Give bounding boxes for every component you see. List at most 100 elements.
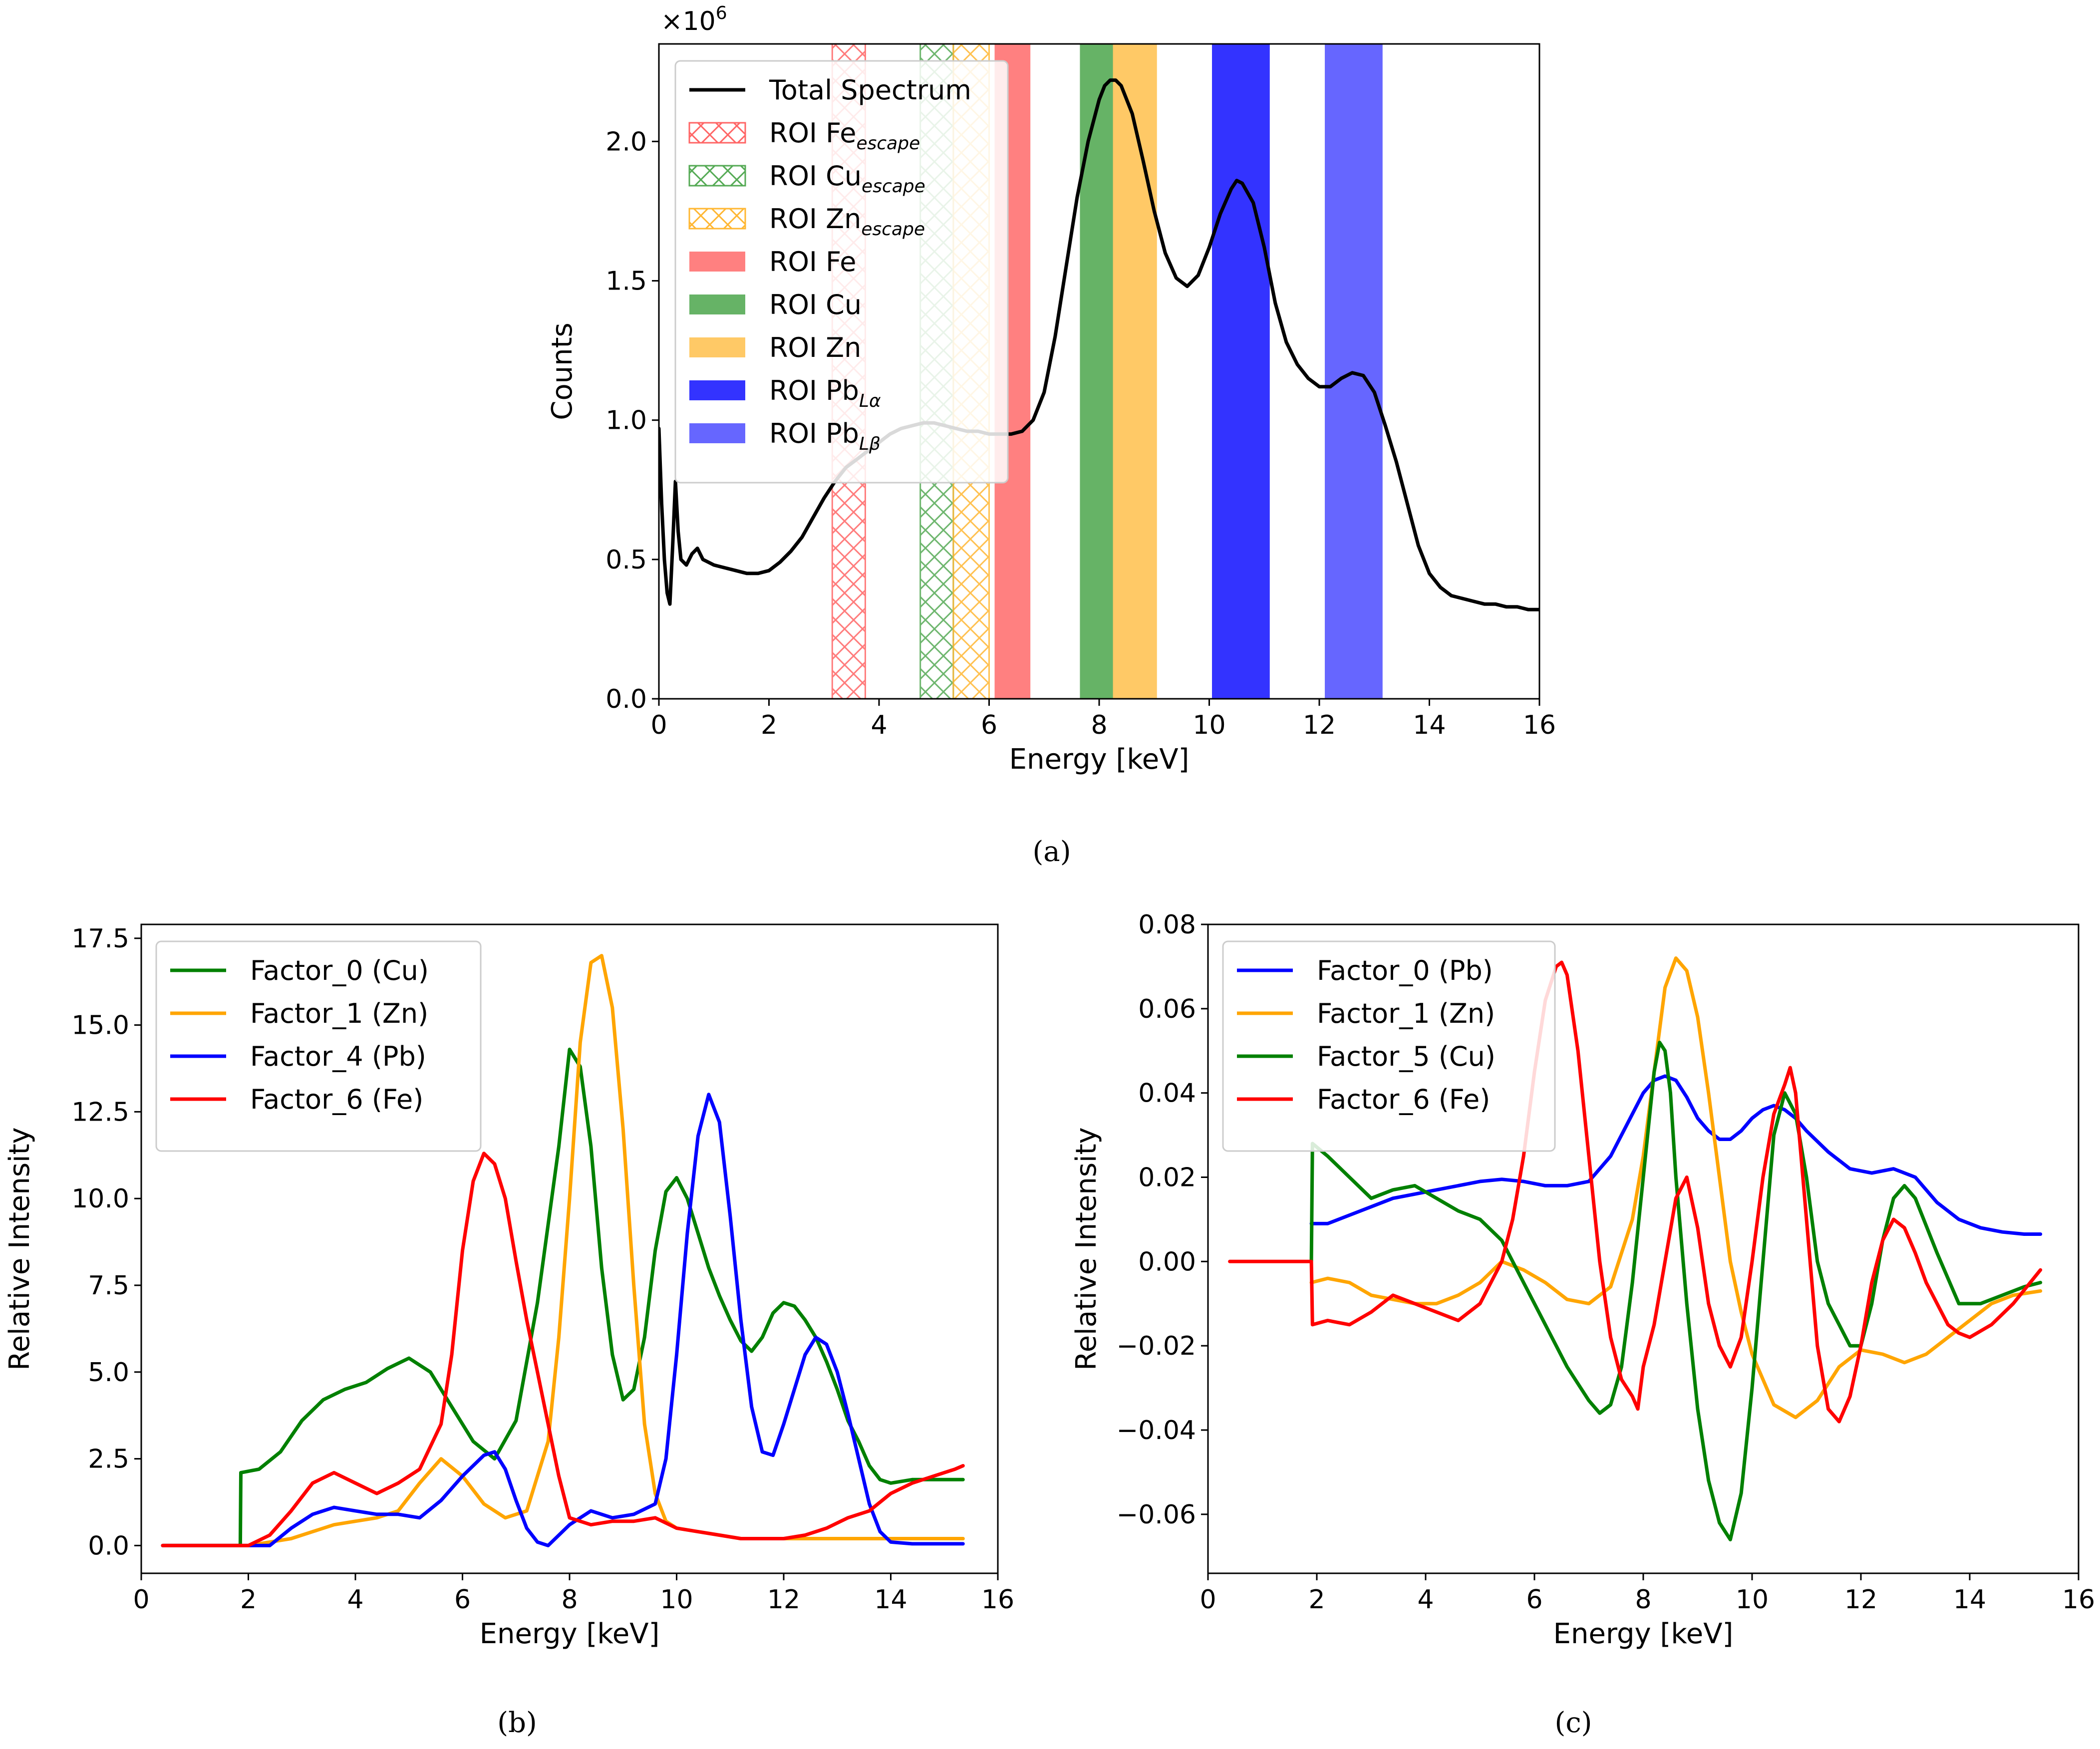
x-tick-label: 14: [1953, 1585, 1986, 1615]
y-tick-label: 0.04: [1138, 1079, 1196, 1109]
panel-label-b: (b): [497, 1707, 537, 1739]
legend-swatch-roi-fe: [689, 252, 745, 272]
x-tick-label: 14: [874, 1585, 907, 1615]
y-tick-label: 2.0: [605, 127, 647, 157]
y-axis-label: Relative Intensity: [3, 1127, 36, 1370]
y-tick-label: 15.0: [71, 1011, 129, 1041]
chart-a: 0 2 4 6 8 10 12 14 16 0.0 0.5 1.0 1.5 2.0 Energy [keV]…: [546, 3, 1556, 868]
legend-label-roi-pb-l: ROI PbLβ: [769, 418, 881, 454]
series-lines-a: [659, 78, 1539, 611]
legend-label-roi-cu: ROI Cu: [769, 289, 862, 320]
x-tick-label: 10: [1736, 1585, 1769, 1615]
x-tick-label: 4: [871, 710, 887, 740]
roi-band-roi-zn: [1113, 44, 1157, 699]
legend-label-main: ROI Cu: [769, 289, 862, 320]
x-tick-label: 14: [1413, 710, 1446, 740]
legend-label-factor-0-pb: Factor_0 (Pb): [1317, 955, 1493, 986]
x-tick-label: 10: [660, 1585, 693, 1615]
y-tick-label: 7.5: [88, 1271, 129, 1301]
y-tick-label: 5.0: [88, 1358, 129, 1388]
y-scale-label: ×106: [661, 3, 727, 36]
legend-label-main: ROI Zn: [769, 203, 861, 235]
x-tick-label: 16: [2062, 1585, 2095, 1615]
legend-label-factor-0-cu: Factor_0 (Cu): [250, 955, 429, 986]
x-tick-label: 2: [240, 1585, 257, 1615]
legend-label-roi-fe: ROI Fe: [769, 246, 856, 278]
series-lines-c: [1228, 956, 2043, 1541]
y-tick-label: 0.02: [1138, 1163, 1196, 1192]
x-tick-label: 2: [761, 710, 777, 740]
series-line-factor-0-pb: [1309, 1074, 2043, 1236]
series-line-factor-5-cu: [1309, 1040, 2043, 1541]
legend-label-total-spectrum: Total Spectrum: [769, 74, 971, 106]
x-axis-label: Energy [keV]: [1009, 743, 1190, 776]
legend-label-main: ROI Zn: [769, 332, 861, 363]
x-axis-label: Energy [keV]: [480, 1618, 660, 1650]
legend-label-subscript: escape: [856, 133, 920, 154]
series-line-factor-6-fe: [1228, 960, 2043, 1424]
y-tick-label: −0.04: [1117, 1416, 1196, 1446]
y-tick-label: 2.5: [88, 1445, 129, 1474]
series-lines-b: [161, 954, 965, 1547]
x-tick-label: 8: [561, 1585, 578, 1615]
legend-swatch-roi-zn: [689, 337, 745, 357]
legend-label-factor-1-zn: Factor_1 (Zn): [250, 998, 428, 1029]
y-tick-label: 17.5: [71, 924, 129, 954]
legend-label-roi-zn-escape: ROI Znescape: [769, 203, 925, 240]
x-tick-label: 0: [133, 1585, 149, 1615]
y-tick-label: 0.00: [1138, 1247, 1196, 1277]
legend-label-factor-1-zn: Factor_1 (Zn): [1317, 998, 1495, 1029]
legend-swatch-roi-fe-escape: [688, 122, 746, 144]
x-tick-label: 10: [1193, 710, 1225, 740]
series-line-total-spectrum: [659, 78, 1539, 611]
legend-box: [155, 940, 482, 1152]
y-tick-label: −0.02: [1117, 1331, 1196, 1361]
legend-swatch-roi-cu-escape: [688, 165, 746, 187]
legend-label-subscript: Lα: [859, 391, 881, 411]
y-tick-label: 1.0: [605, 406, 647, 436]
series-line-factor-1-zn: [1309, 956, 2043, 1420]
x-tick-label: 6: [981, 710, 997, 740]
panel-label-a: (a): [1032, 836, 1071, 868]
legend-label-subscript: escape: [861, 219, 925, 240]
legend-label-main: ROI Pb: [769, 375, 859, 406]
legend-label-subscript: Lβ: [859, 434, 881, 454]
y-tick-label: −0.06: [1117, 1500, 1196, 1530]
legend-box: [674, 60, 1009, 484]
x-tick-label: 12: [1303, 710, 1336, 740]
roi-band-roi-pb-l: [1212, 44, 1270, 699]
legend-label-main: ROI Fe: [769, 117, 856, 149]
series-line-factor-4-pb: [161, 1093, 965, 1547]
x-tick-label: 2: [1308, 1585, 1325, 1615]
legend-c: Factor_0 (Pb) Factor_1 (Zn) Factor_5 (Cu) F…: [1222, 940, 1556, 1152]
y-tick-label: 0.5: [605, 545, 647, 575]
x-tick-label: 16: [981, 1585, 1014, 1615]
x-tick-label: 4: [347, 1585, 363, 1615]
y-tick-label: 0.0: [88, 1531, 129, 1561]
legend-b: Factor_0 (Cu) Factor_1 (Zn) Factor_4 (Pb) F…: [155, 940, 482, 1152]
legend-label-roi-pb-l: ROI PbLα: [769, 375, 881, 411]
legend-box: [1222, 940, 1556, 1152]
legend-label-main: ROI Fe: [769, 246, 856, 278]
legend-label-factor-6-fe: Factor_6 (Fe): [250, 1084, 423, 1115]
legend-label-roi-zn: ROI Zn: [769, 332, 861, 363]
x-tick-label: 6: [1526, 1585, 1542, 1615]
legend-swatch-roi-zn-escape: [688, 208, 746, 230]
x-axis-label: Energy [keV]: [1553, 1618, 1734, 1650]
x-tick-label: 12: [767, 1585, 800, 1615]
legend-label-roi-fe-escape: ROI Feescape: [769, 117, 920, 154]
legend-label-factor-5-cu: Factor_5 (Cu): [1317, 1041, 1496, 1072]
y-tick-label: 0.08: [1138, 910, 1196, 940]
legend-label-main: ROI Cu: [769, 160, 862, 192]
y-tick-label: 0.06: [1138, 994, 1196, 1024]
x-tick-label: 12: [1844, 1585, 1877, 1615]
y-tick-label: 12.5: [71, 1097, 129, 1127]
chart-b: 0 2 4 6 8 10 12 14 16 0.0 2.5 5.0 7.5 10.0 12.5 15.0 17.…: [3, 923, 1014, 1739]
x-tick-label: 4: [1417, 1585, 1434, 1615]
series-line-factor-1-zn: [161, 954, 965, 1547]
series-line-factor-6-fe: [161, 1152, 965, 1547]
x-tick-label: 6: [454, 1585, 471, 1615]
x-tick-label: 0: [1200, 1585, 1216, 1615]
